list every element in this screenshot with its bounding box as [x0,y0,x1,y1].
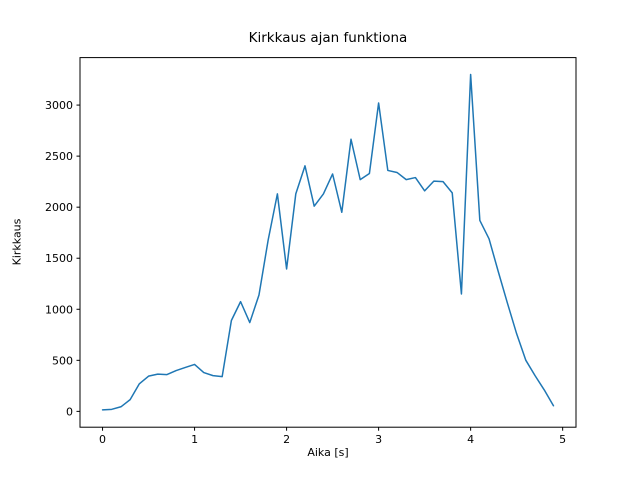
x-tick-label: 2 [283,433,290,446]
y-tick-label: 1000 [45,303,73,316]
axes-spines [79,57,577,428]
data-line [101,73,555,411]
y-tick-label: 3000 [45,99,73,112]
chart-title: Kirkkaus ajan funktiona [248,30,408,46]
x-tick-label: 5 [559,433,566,446]
y-tick-label: 2000 [45,201,73,214]
y-tick-label: 1500 [45,252,73,265]
x-tick-label: 1 [191,433,198,446]
x-tick-label: 3 [375,433,382,446]
y-tick-label: 500 [52,354,73,367]
x-axis-label: Aika [s] [307,446,349,459]
x-tick-label: 4 [467,433,474,446]
y-tick-label: 2500 [45,150,73,163]
x-tick-label: 0 [99,433,106,446]
y-tick-label: 0 [66,405,73,418]
